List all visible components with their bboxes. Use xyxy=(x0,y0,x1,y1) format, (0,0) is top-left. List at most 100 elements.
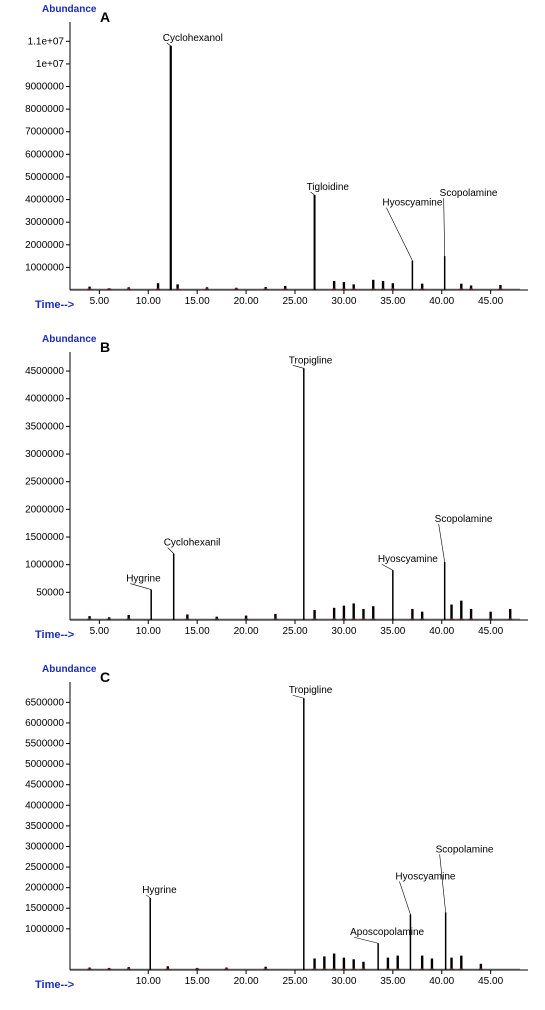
y-tick-label: 1000000 xyxy=(25,262,64,273)
x-tick-label: 30.00 xyxy=(331,626,356,637)
x-tick-label: 25.00 xyxy=(282,626,307,637)
chart-svg: AbundanceA100000020000003000000400000050… xyxy=(0,0,545,320)
chart-svg: AbundanceB 50000 1000000 1500000 2000000 2500… xyxy=(0,330,545,650)
noise-spike xyxy=(333,608,335,620)
peak-label: Hygrine xyxy=(142,885,177,896)
y-tick-label: 1.1e+07 xyxy=(28,36,65,47)
y-tick-label: 2500000 xyxy=(25,862,64,873)
x-tick-label: 20.00 xyxy=(234,976,259,987)
peak-label: Hyoscyamine xyxy=(395,871,455,882)
peak-label: Aposcopolamine xyxy=(350,927,424,938)
y-tick-label: 5000000 xyxy=(25,759,64,770)
peak-leader xyxy=(440,854,446,912)
peak-label: Scopolamine xyxy=(435,514,493,525)
y-tick-label: 3000000 xyxy=(25,449,64,460)
y-tick-label: 50000 xyxy=(36,587,64,598)
y-tick-label: 4500000 xyxy=(25,366,64,377)
noise-spike xyxy=(387,958,389,970)
peak-label: Hyoscyamine xyxy=(378,554,438,565)
peak-label: Cyclohexanil xyxy=(164,538,221,549)
y-tick-label: 8000000 xyxy=(25,104,64,115)
x-axis-label: Time--> xyxy=(35,979,74,991)
x-tick-label: 25.00 xyxy=(282,296,307,307)
peak-label: Hyoscyamine xyxy=(382,198,442,209)
y-tick-label: 4500000 xyxy=(25,780,64,791)
y-tick-label: 1500000 xyxy=(25,532,64,543)
y-tick-label: 7000000 xyxy=(25,127,64,138)
peak-leader xyxy=(386,208,412,261)
y-tick-label: 3500000 xyxy=(25,821,64,832)
noise-spike xyxy=(460,601,462,620)
x-tick-label: 10.00 xyxy=(136,626,161,637)
peak-label: Scopolamine xyxy=(436,844,494,855)
peak xyxy=(314,195,316,290)
y-tick-label: 5000000 xyxy=(25,172,64,183)
noise-spike xyxy=(323,956,325,970)
peak xyxy=(410,914,412,970)
y-tick-label: 1000000 xyxy=(25,924,64,935)
y-tick-label: 9000000 xyxy=(25,82,64,93)
x-tick-label: 30.00 xyxy=(331,976,356,987)
panel-letter: B xyxy=(100,339,110,355)
y-tick-label: 3500000 xyxy=(25,421,64,432)
y-tick-label: 1000000 xyxy=(25,560,64,571)
peak xyxy=(444,256,446,290)
noise-spike xyxy=(343,606,345,620)
noise-spike xyxy=(450,958,452,970)
y-tick-label: 5500000 xyxy=(25,739,64,750)
noise-spike xyxy=(264,967,266,970)
x-tick-label: 45.00 xyxy=(478,626,503,637)
peak-leader xyxy=(399,881,410,914)
y-axis-label: Abundance xyxy=(42,664,97,675)
y-tick-label: 4000000 xyxy=(25,394,64,405)
noise-spike xyxy=(460,956,462,970)
peak xyxy=(173,554,175,620)
y-tick-label: 3000000 xyxy=(25,217,64,228)
peak-label: Tropigline xyxy=(289,355,333,366)
x-tick-label: 20.00 xyxy=(234,296,259,307)
x-tick-label: 5.00 xyxy=(90,626,110,637)
y-tick-label: 1e+07 xyxy=(36,59,65,70)
peak xyxy=(149,898,151,970)
y-axis-label: Abundance xyxy=(42,4,97,15)
x-tick-label: 40.00 xyxy=(429,296,454,307)
noise-spike xyxy=(343,958,345,970)
y-tick-label: 2000000 xyxy=(25,883,64,894)
x-tick-label: 15.00 xyxy=(185,626,210,637)
chromatogram-panel-a: AbundanceA100000020000003000000400000050… xyxy=(0,0,545,320)
peak-label: Cyclohexanol xyxy=(163,33,223,44)
x-tick-label: 45.00 xyxy=(478,976,503,987)
y-axis-label: Abundance xyxy=(42,334,97,345)
y-tick-label: 6000000 xyxy=(25,149,64,160)
noise-spike xyxy=(352,603,354,620)
y-tick-label: 2000000 xyxy=(25,504,64,515)
noise-spike xyxy=(313,958,315,970)
peak-label: Tigloidine xyxy=(307,182,350,193)
peak xyxy=(412,261,414,290)
x-tick-label: 5.00 xyxy=(90,296,110,307)
noise-spike xyxy=(470,609,472,620)
chromatogram-panel-b: AbundanceB 50000 1000000 1500000 2000000 2500… xyxy=(0,330,545,650)
x-tick-label: 40.00 xyxy=(429,976,454,987)
peak-label: Hygrine xyxy=(126,574,161,585)
x-tick-label: 35.00 xyxy=(380,976,405,987)
y-tick-label: 3000000 xyxy=(25,841,64,852)
x-tick-label: 20.00 xyxy=(234,626,259,637)
y-tick-label: 2500000 xyxy=(25,477,64,488)
peak-leader xyxy=(439,524,445,562)
x-tick-label: 25.00 xyxy=(282,976,307,987)
noise-spike xyxy=(411,609,413,620)
peak xyxy=(303,698,305,970)
noise-spike xyxy=(333,954,335,970)
noise-spike xyxy=(216,617,218,620)
y-tick-label: 4000000 xyxy=(25,195,64,206)
chart-svg: AbundanceC100000015000002000000250000030… xyxy=(0,660,545,1000)
y-tick-label: 6500000 xyxy=(25,697,64,708)
noise-spike xyxy=(450,605,452,620)
y-tick-label: 1500000 xyxy=(25,903,64,914)
x-axis-label: Time--> xyxy=(35,629,74,641)
x-tick-label: 35.00 xyxy=(380,296,405,307)
x-tick-label: 35.00 xyxy=(380,626,405,637)
x-tick-label: 15.00 xyxy=(185,296,210,307)
y-tick-label: 2000000 xyxy=(25,240,64,251)
